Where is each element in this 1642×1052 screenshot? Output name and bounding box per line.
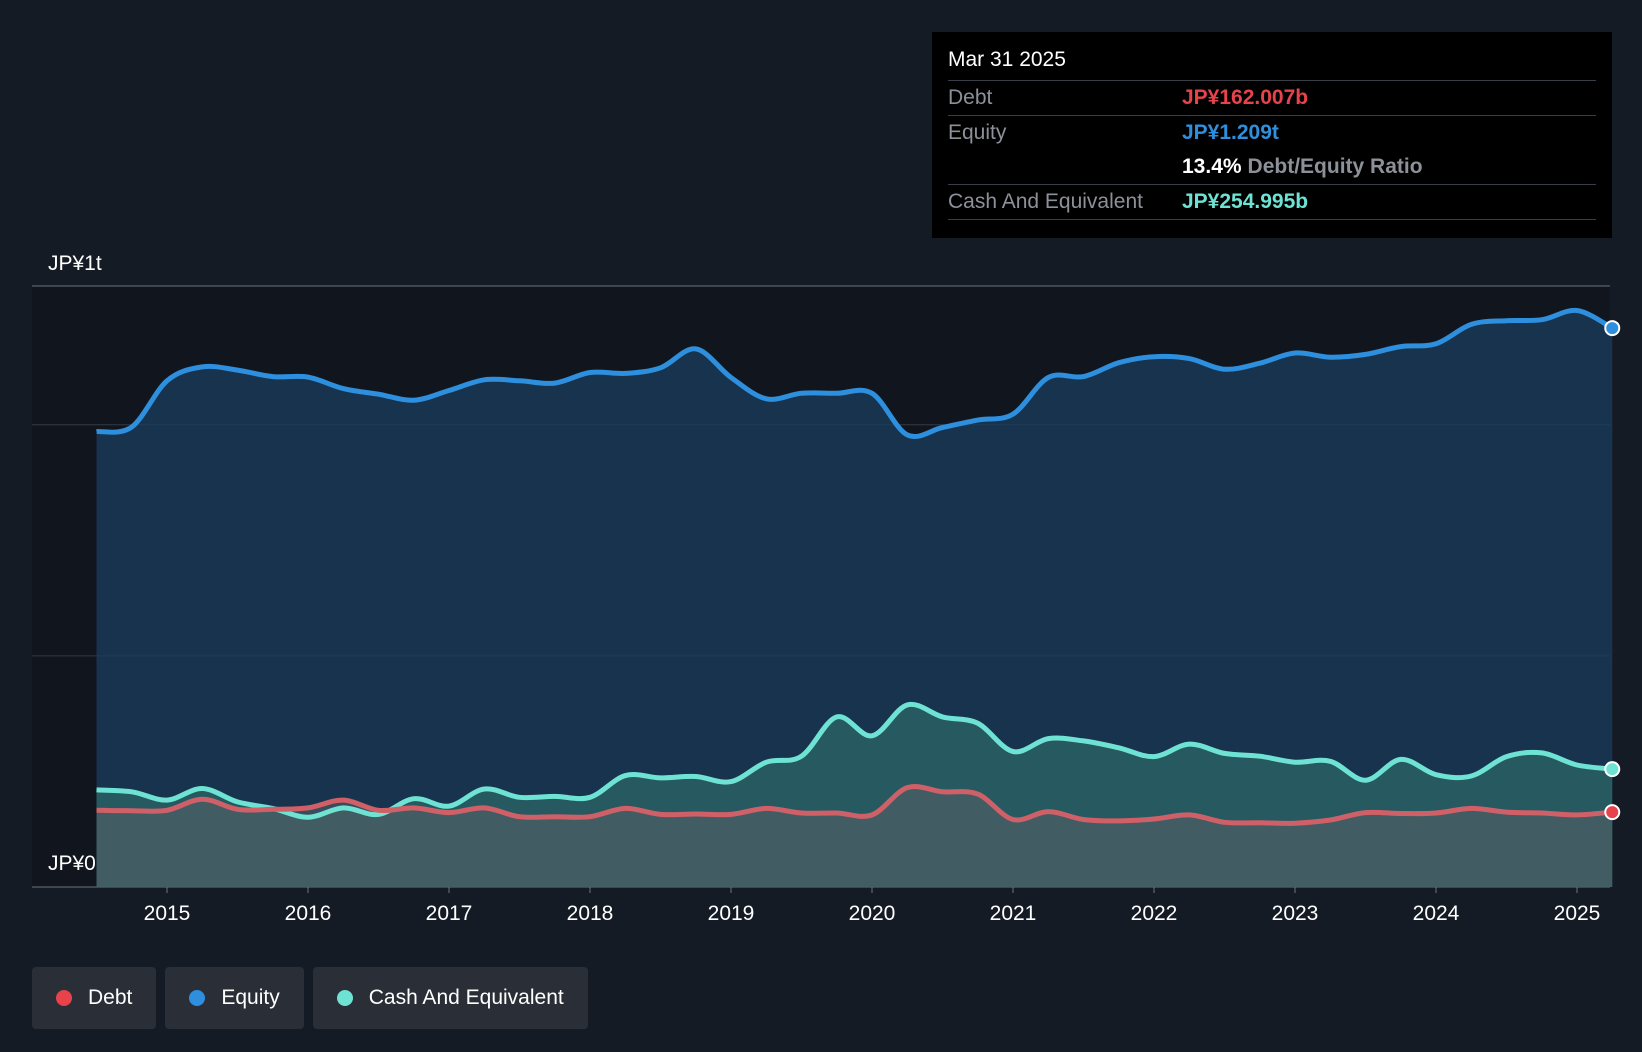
- tooltip-panel: Mar 31 2025 Debt JP¥162.007b Equity JP¥1…: [932, 32, 1612, 238]
- tooltip-equity-value: JP¥1.209t: [1182, 121, 1279, 144]
- tooltip-ratio-label: Debt/Equity Ratio: [1247, 155, 1423, 178]
- equity-line: [96, 307, 1614, 439]
- end-markers: [1604, 320, 1621, 821]
- y-tick-label-top: JP¥1t: [48, 252, 102, 275]
- debt-dot-icon: [56, 990, 72, 1006]
- equity-end-marker: [1604, 320, 1621, 337]
- tooltip-row-equity: Equity JP¥1.209t: [948, 115, 1596, 150]
- debt-area: [96, 786, 1613, 887]
- x-tick-label-2022: 2022: [1131, 902, 1178, 925]
- cash-dot-icon: [336, 990, 353, 1006]
- legend-cash-label: Cash And Equivalent: [368, 986, 564, 1009]
- x-tick-label-2017: 2017: [426, 902, 473, 925]
- x-tick-label-2015: 2015: [144, 902, 191, 925]
- x-tick-label-2019: 2019: [708, 902, 755, 925]
- x-tick-label-2021: 2021: [990, 902, 1037, 925]
- tooltip-cash-value: JP¥254.995b: [1182, 190, 1309, 213]
- x-tick-label-2024: 2024: [1413, 902, 1460, 925]
- y-tick-label-bottom: JP¥0: [48, 852, 96, 875]
- series-areas: [96, 310, 1613, 888]
- tooltip-date: Mar 31 2025: [948, 48, 1066, 71]
- legend-item-cash[interactable]: Cash And Equivalent: [312, 967, 588, 1029]
- x-tick-label-2016: 2016: [285, 902, 332, 925]
- legend-debt-label: Debt: [88, 986, 133, 1009]
- tooltip-ratio-value: 13.4%: [1182, 155, 1242, 178]
- legend: Debt Equity Cash And Equivalent: [32, 967, 597, 1029]
- x-axis-ticks: 2015 2016 2017 2018 2019 2020 2021 2022 2023 2024…: [144, 887, 1601, 925]
- debt-end-marker: [1604, 804, 1621, 821]
- x-tick-label-2025: 2025: [1554, 902, 1601, 925]
- tooltip-debt-value: JP¥162.007b: [1182, 86, 1309, 109]
- x-tick-label-2020: 2020: [849, 902, 896, 925]
- tooltip-row-debt: Debt JP¥162.007b: [948, 80, 1596, 115]
- cash-end-marker: [1604, 761, 1621, 778]
- tooltip-equity-label: Equity: [948, 121, 1007, 144]
- tooltip-debt-label: Debt: [948, 86, 993, 109]
- x-tick-label-2023: 2023: [1272, 902, 1319, 925]
- legend-item-equity[interactable]: Equity: [165, 967, 304, 1029]
- tooltip-cash-label: Cash And Equivalent: [948, 190, 1143, 213]
- series-lines: [96, 307, 1614, 826]
- x-tick-label-2018: 2018: [567, 902, 614, 925]
- cash-line: [96, 701, 1613, 820]
- tooltip-row-ratio: 13.4% Debt/Equity Ratio: [948, 150, 1596, 184]
- equity-area: [96, 310, 1613, 888]
- tooltip-row-cash: Cash And Equivalent JP¥254.995b: [948, 184, 1596, 220]
- legend-equity-label: Equity: [221, 986, 280, 1009]
- equity-dot-icon: [189, 990, 206, 1006]
- legend-item-debt[interactable]: Debt: [32, 967, 157, 1029]
- debt-line: [96, 783, 1613, 826]
